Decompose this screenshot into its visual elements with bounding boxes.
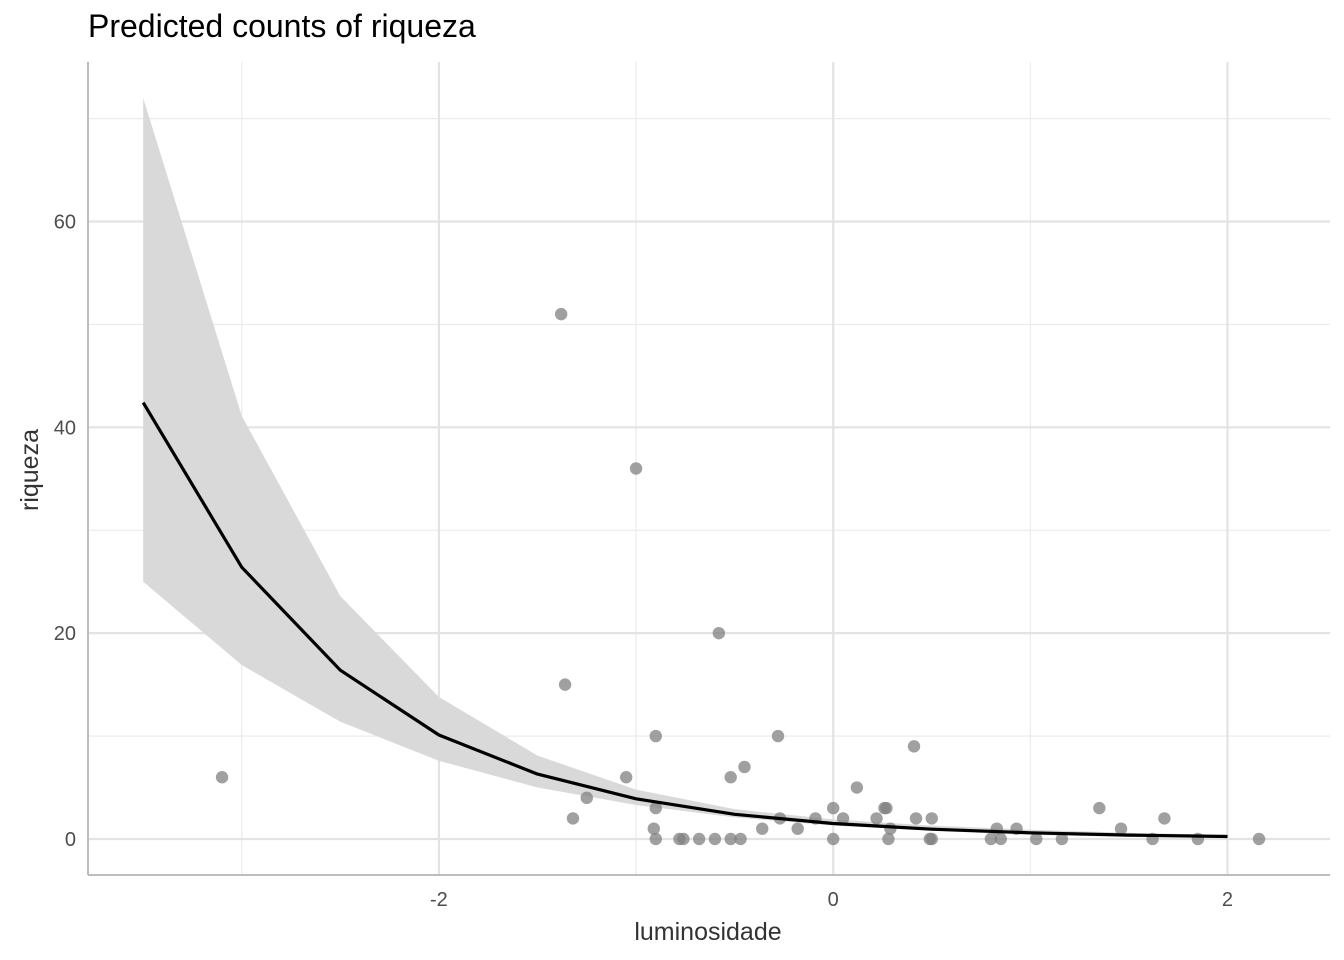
data-point <box>647 822 660 835</box>
confidence-ribbon-layer <box>143 98 1228 838</box>
data-point <box>827 832 840 846</box>
data-point <box>620 771 633 784</box>
data-point <box>1114 822 1128 835</box>
y-tick-label: 40 <box>54 417 76 439</box>
data-point <box>771 729 785 743</box>
confidence-ribbon <box>143 98 1228 838</box>
y-tick-label: 20 <box>54 623 76 645</box>
data-point <box>1252 832 1266 846</box>
data-point <box>1093 801 1106 815</box>
major-gridlines <box>88 62 1330 875</box>
data-point <box>677 832 690 846</box>
observed-points-layer <box>215 307 1266 846</box>
data-point <box>649 801 662 815</box>
y-axis-title: riqueza <box>16 429 44 511</box>
data-point <box>836 812 850 825</box>
data-point <box>756 822 769 835</box>
data-point <box>909 812 923 825</box>
data-point <box>554 307 568 321</box>
data-point <box>734 832 747 846</box>
x-tick-label: 0 <box>828 889 839 911</box>
data-point <box>880 801 893 815</box>
data-point <box>884 822 897 835</box>
data-point <box>580 791 593 805</box>
predicted-line <box>141 401 1228 839</box>
data-point <box>738 760 751 774</box>
data-point <box>566 812 580 825</box>
data-point <box>708 832 722 846</box>
data-point <box>692 832 706 846</box>
y-tick-label: 60 <box>54 212 76 234</box>
data-point <box>649 729 662 743</box>
data-point <box>558 678 572 691</box>
data-point <box>629 462 643 475</box>
data-point <box>724 771 737 784</box>
chart-title: Predicted counts of riqueza <box>88 8 476 44</box>
axes <box>87 62 1330 876</box>
data-point <box>882 832 895 846</box>
data-point <box>215 771 229 784</box>
data-point <box>1158 812 1171 825</box>
x-tick-label: -2 <box>430 889 448 911</box>
x-tick-label: 2 <box>1222 889 1233 911</box>
data-point <box>649 832 662 846</box>
data-point <box>907 740 921 753</box>
data-point <box>850 781 864 794</box>
predicted-line-layer <box>141 401 1228 839</box>
data-point <box>827 801 840 815</box>
data-point <box>1030 832 1043 846</box>
data-point <box>925 832 938 846</box>
data-point <box>712 626 726 640</box>
x-axis-title: luminosidade <box>634 918 781 946</box>
data-point <box>925 812 938 825</box>
data-point <box>984 832 998 846</box>
data-point <box>1055 832 1069 846</box>
minor-gridlines <box>88 62 1330 875</box>
data-point <box>724 832 737 846</box>
data-point <box>791 822 804 835</box>
y-tick-label: 0 <box>65 829 76 851</box>
data-point <box>870 812 883 825</box>
data-point <box>994 832 1007 846</box>
